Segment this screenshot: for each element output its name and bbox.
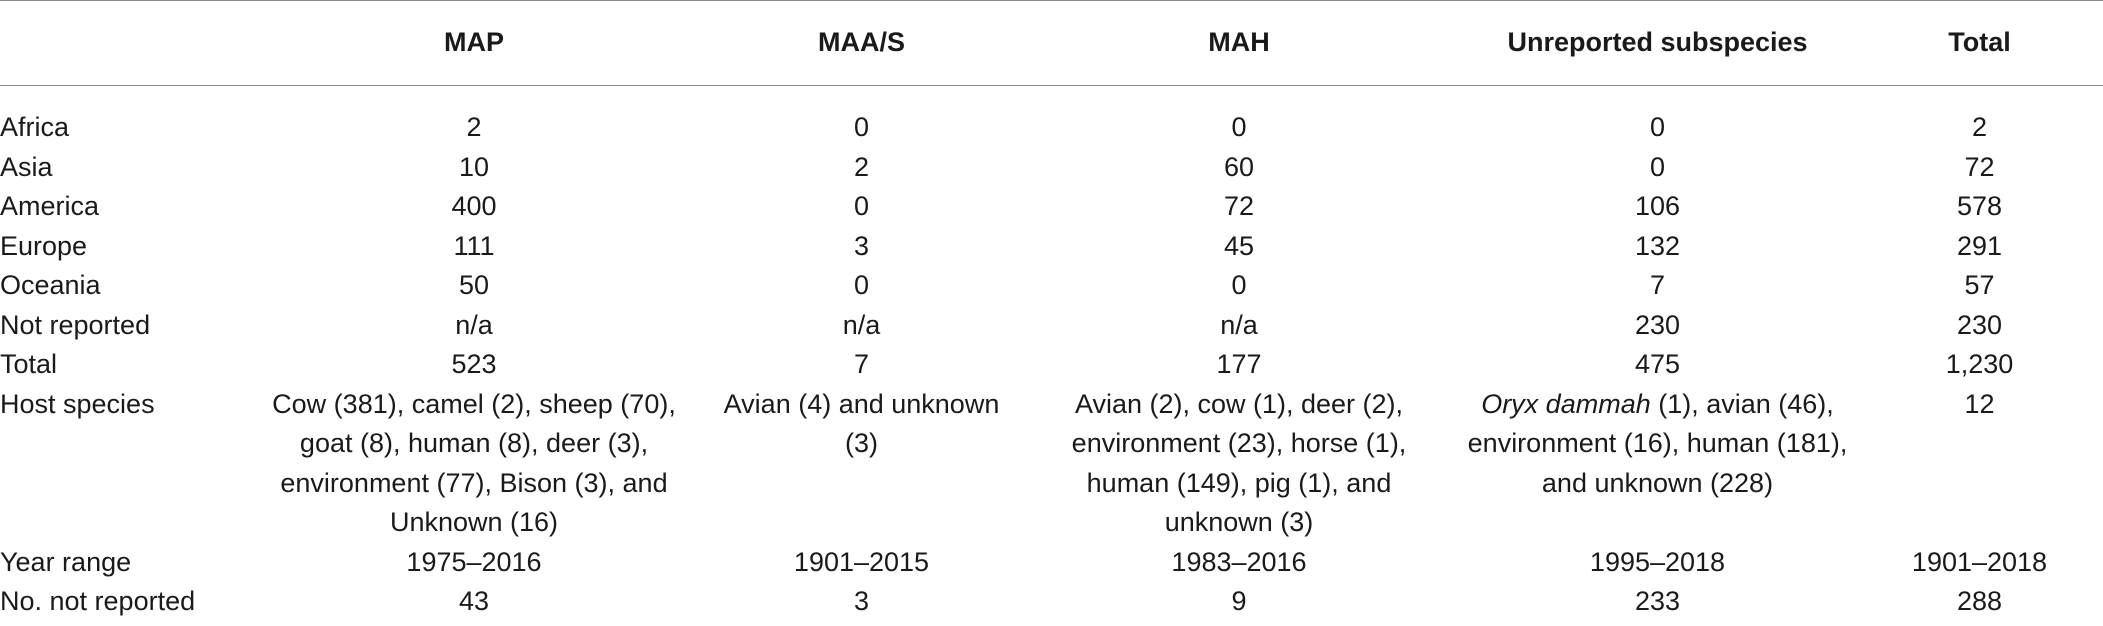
table-row: Africa 2 0 0 0 2 (0, 86, 2103, 148)
table-cell: 0 (1231, 112, 1247, 142)
table-cell: 132 (1634, 230, 1681, 261)
table-cell: 177 (1216, 349, 1262, 379)
table-cell: 7 (853, 349, 870, 379)
table-cell: 0 (853, 112, 870, 142)
header-cell-mah: MAH (1019, 0, 1459, 86)
table-cell: 0 (1649, 151, 1666, 182)
table-row: Asia 10 2 60 0 72 (0, 148, 2103, 188)
table-cell: 0 (1231, 270, 1247, 300)
table-cell: 111 (453, 230, 495, 261)
header-cell-total: Total (1856, 0, 2103, 86)
row-label: America (0, 191, 100, 221)
row-label: Africa (0, 112, 70, 142)
table-cell: 60 (1223, 151, 1255, 182)
table-header: MAP MAA/S MAH Unreported subspecies Tota… (0, 0, 2103, 86)
table-cell: 3 (853, 230, 870, 261)
table-cell: 7 (1649, 270, 1666, 300)
row-label: No. not reported (0, 586, 196, 616)
table-cell: 230 (1634, 309, 1681, 340)
species-name-italic: Oryx dammah (1481, 388, 1651, 419)
table-row: No. not reported 43 3 9 233 288 (0, 582, 2103, 622)
table-cell: 57 (1964, 270, 1995, 300)
text-line: environment (77), Bison (3), and (280, 467, 668, 498)
table-cell: 291 (1956, 230, 2003, 261)
table-cell: n/a (842, 309, 881, 340)
text-line: unknown (3) (1164, 507, 1314, 537)
table-cell: 45 (1223, 230, 1255, 261)
table-cell: 1995–2018 (1589, 546, 1726, 577)
header-cell-map: MAP (244, 0, 704, 86)
text-line: and unknown (228) (1541, 467, 1774, 498)
table-cell: n/a (455, 309, 493, 340)
table-cell: 523 (451, 349, 497, 379)
table-cell: 10 (458, 151, 490, 182)
table-cell: 1901–2018 (1911, 546, 2048, 577)
table-cell: n/a (1220, 309, 1258, 340)
text-line: goat (8), human (8), deer (3), (299, 428, 649, 458)
table-cell-host-map: Cow (381), camel (2), sheep (70), goat (… (244, 385, 704, 543)
table-cell: 233 (1634, 586, 1681, 616)
table-cell-host-maas: Avian (4) and unknown (3) (704, 385, 1019, 543)
table-cell: 230 (1956, 309, 2003, 340)
table-cell: 2 (1971, 112, 1988, 142)
table-cell: 1975–2016 (406, 546, 542, 577)
table-cell: 0 (853, 191, 870, 221)
table-cell: 3 (853, 586, 870, 616)
table-cell: 0 (1649, 112, 1666, 142)
table-cell: 9 (1231, 586, 1247, 616)
text-line: Unknown (16) (389, 507, 559, 537)
table-cell: 2 (466, 112, 482, 142)
table-cell: 1983–2016 (1171, 546, 1307, 577)
table-row-host-species: Host species Cow (381), camel (2), sheep… (0, 385, 2103, 543)
row-label: Asia (0, 151, 53, 182)
table-row: Total 523 7 177 475 1,230 (0, 345, 2103, 385)
row-label: Year range (0, 546, 132, 577)
table-cell: 475 (1634, 349, 1681, 379)
table-row: Not reported n/a n/a n/a 230 230 (0, 306, 2103, 346)
row-label: Host species (0, 388, 155, 419)
text-line: human (149), pig (1), and (1086, 467, 1392, 498)
table-cell: 578 (1956, 191, 2003, 221)
table-body: Africa 2 0 0 0 2 Asia 10 2 60 0 72 Ameri… (0, 86, 2103, 622)
table-row: Year range 1975–2016 1901–2015 1983–2016… (0, 543, 2103, 583)
table-cell: 1901–2015 (793, 546, 930, 577)
table-cell: 288 (1956, 586, 2003, 616)
row-label: Total (0, 349, 58, 379)
table-cell: 12 (1964, 388, 1995, 419)
table-cell: 106 (1634, 191, 1681, 221)
table-cell: 72 (1223, 191, 1255, 221)
text-line: (3) (845, 428, 878, 458)
table-cell: 72 (1964, 151, 1995, 182)
table-cell: 0 (853, 270, 870, 300)
text-line: Avian (2), cow (1), deer (2), (1074, 388, 1404, 419)
table-cell-host-mah: Avian (2), cow (1), deer (2), environmen… (1019, 385, 1459, 543)
text-line: Cow (381), camel (2), sheep (70), (272, 388, 676, 419)
text-line: Avian (4) and unknown (723, 388, 1000, 419)
text-fragment: (1), avian (46), (1650, 388, 1834, 419)
text-line: environment (16), human (181), (1467, 428, 1848, 458)
text-line: Oryx dammah (1), avian (46), (1459, 385, 1856, 425)
row-label: Not reported (0, 309, 151, 340)
table-row: America 400 0 72 106 578 (0, 187, 2103, 227)
table-cell: 1,230 (1945, 349, 2014, 379)
header-cell-maas: MAA/S (704, 0, 1019, 86)
table-row: Oceania 50 0 0 7 57 (0, 266, 2103, 306)
table-cell: 400 (451, 191, 497, 221)
text-line: environment (23), horse (1), (1071, 428, 1407, 458)
table-cell: 50 (458, 270, 490, 300)
table-cell: 43 (458, 586, 490, 616)
table-cell: 2 (853, 151, 870, 182)
header-cell-unreported: Unreported subspecies (1459, 0, 1856, 86)
table-cell-host-unreported: Oryx dammah (1), avian (46), environment… (1459, 385, 1856, 543)
row-label: Europe (0, 230, 88, 261)
header-row: MAP MAA/S MAH Unreported subspecies Tota… (0, 0, 2103, 86)
table-row: Europe 111 3 45 132 291 (0, 227, 2103, 267)
row-label: Oceania (0, 270, 101, 300)
header-cell-blank (0, 0, 244, 86)
